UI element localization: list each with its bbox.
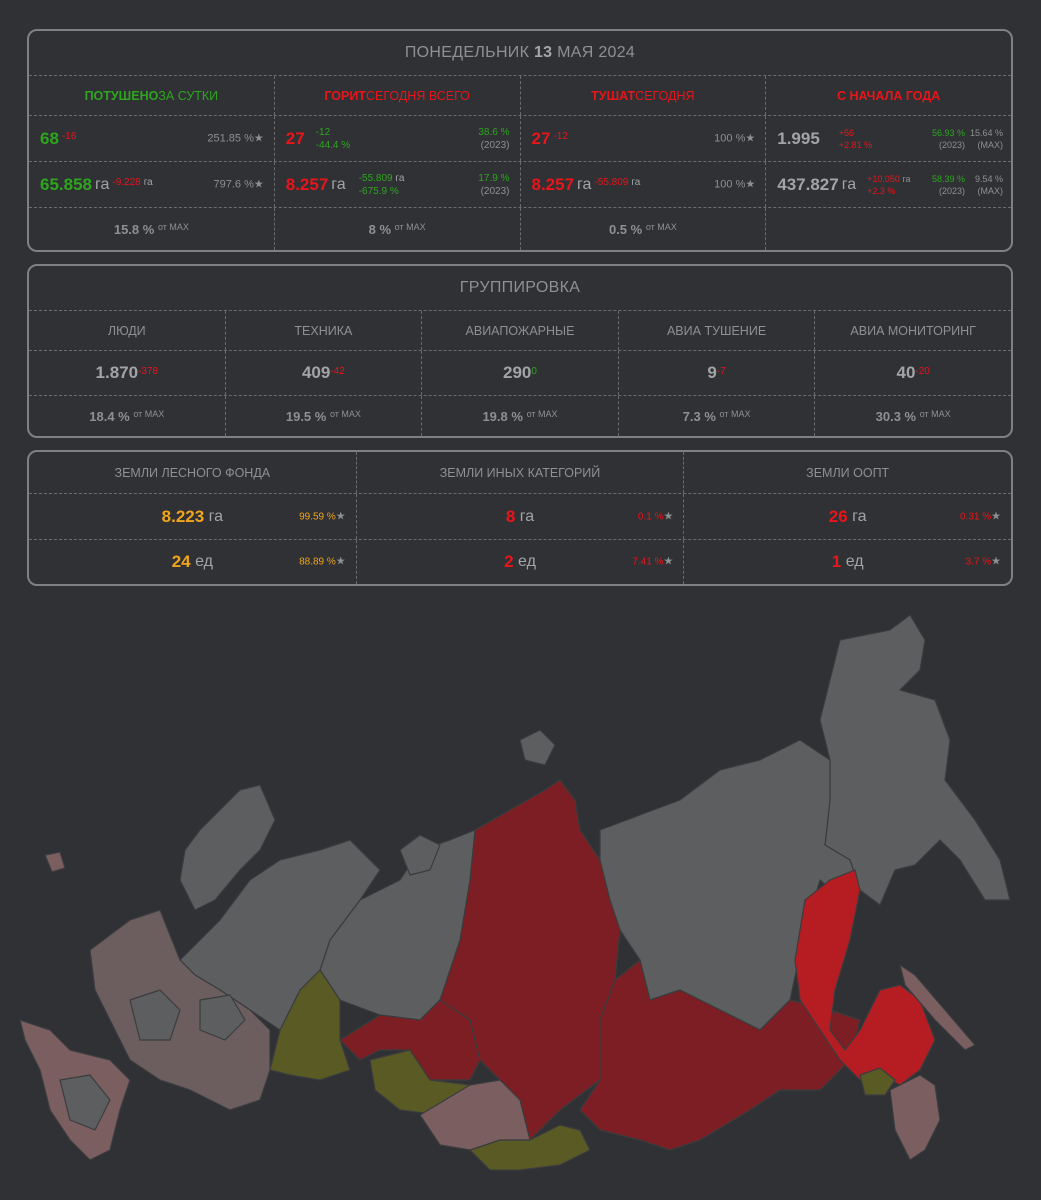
star-icon: ★ <box>253 132 264 144</box>
header-fighting: ТУШАТ СЕГОДНЯ <box>519 76 766 115</box>
map-region <box>519 729 556 766</box>
russia-regions-map <box>19 614 1011 1171</box>
daily-stats-panel: ПОНЕДЕЛЬНИК 13 МАЯ 2024 ПОТУШЕНО ЗА СУТК… <box>27 29 1013 252</box>
protected-count: 1 <box>831 552 842 571</box>
header-extinguished: ПОТУШЕНО ЗА СУТКИ <box>84 88 219 103</box>
burning-area: 8.257 <box>285 174 329 194</box>
group-header-row: ЛЮДИ ТЕХНИКА АВИАПОЖАРНЫЕ АВИА ТУШЕНИЕ А… <box>29 310 1011 350</box>
star-icon: ★ <box>663 510 674 522</box>
extinguished-count-pct: 251.85 % <box>207 132 254 144</box>
equipment-value: 409 <box>301 363 331 382</box>
map-region <box>859 1067 896 1096</box>
extinguished-max-pct: 15.8 % от MAX <box>113 221 189 237</box>
land-label-forest: ЗЕМЛИ ЛЕСНОГО ФОНДА <box>114 465 271 480</box>
daily-title: ПОНЕДЕЛЬНИК 13 МАЯ 2024 <box>404 44 636 61</box>
group-label-air-firefighters: АВИАПОЖАРНЫЕ <box>421 311 618 350</box>
extinguished-count-delta: -16 <box>61 131 77 142</box>
burning-area-cell: 8.257 га -55.809 га -675.9 % 17.9 % (2023) <box>273 162 520 207</box>
year-count-cell: 1.995 +56 +2.81 % 56.93 % (2023) 15.64 % (MA… <box>765 116 1011 161</box>
lands-area-row: 8.223 га 99.59 %★ 8 га 0.1 %★ 26 га 0.31… <box>29 493 1011 539</box>
burning-max-pct: 8 % от MAX <box>368 221 426 237</box>
group-label-equipment: ТЕХНИКА <box>224 311 422 350</box>
lands-header-row: ЗЕМЛИ ЛЕСНОГО ФОНДА ЗЕМЛИ ИНЫХ КАТЕГОРИЙ… <box>29 452 1011 493</box>
group-value-row: 1.870 -378 409 -42 290 0 9 -7 40 -20 <box>29 350 1011 395</box>
daily-header-row: ПОТУШЕНО ЗА СУТКИ ГОРИТ СЕГОДНЯ ВСЕГО ТУ… <box>29 75 1011 115</box>
group-label-air-monitoring: АВИА МОНИТОРИНГ <box>814 311 1011 350</box>
forest-count: 24 <box>171 552 191 571</box>
daily-count-row: 68 -16 251.85 %★ 27 -12 -44.4 % 38.6 % (2023… <box>29 115 1011 161</box>
protected-area: 26 <box>828 506 848 526</box>
map-region <box>339 999 481 1081</box>
map-region <box>889 1074 941 1161</box>
map-region <box>129 989 181 1041</box>
star-icon: ★ <box>991 510 1002 522</box>
daily-max-row: 15.8 % от MAX 8 % от MAX 0.5 % от MAX <box>29 207 1011 250</box>
daily-area-row: 65.858 га -9.228 га 797.6 %★ 8.257 га -55.809… <box>29 161 1011 207</box>
fighting-area-cell: 8.257 га -55.809 га 100 %★ <box>519 162 766 207</box>
land-label-protected: ЗЕМЛИ ООПТ <box>683 452 1011 493</box>
group-panel: ГРУППИРОВКА ЛЮДИ ТЕХНИКА АВИАПОЖАРНЫЕ АВ… <box>27 264 1013 438</box>
fighting-count-cell: 27 -12 100 %★ <box>519 116 766 161</box>
burning-count-cell: 27 -12 -44.4 % 38.6 % (2023) <box>273 116 520 161</box>
land-label-other: ЗЕМЛИ ИНЫХ КАТЕГОРИЙ <box>355 452 684 493</box>
other-count: 2 <box>504 552 514 571</box>
map-region <box>419 1079 531 1151</box>
extinguished-area-cell: 65.858 га -9.228 га 797.6 %★ <box>40 174 264 194</box>
extinguished-count-cell: 68 -16 251.85 %★ <box>29 116 274 161</box>
map-region <box>199 994 246 1041</box>
star-icon: ★ <box>745 132 756 144</box>
air-firefighters-value: 290 <box>503 363 532 382</box>
map-region <box>44 851 66 873</box>
group-label-people: ЛЮДИ <box>107 323 146 338</box>
map-region <box>399 834 441 876</box>
star-icon: ★ <box>745 178 756 190</box>
lands-count-row: 24 ед 88.89 %★ 2 ед 7.41 %★ 1 ед 3.7 %★ <box>29 539 1011 584</box>
map-region <box>899 964 976 1051</box>
header-year: С НАЧАЛА ГОДА <box>765 76 1011 115</box>
other-area: 8 <box>505 506 516 526</box>
map-region <box>179 784 276 911</box>
star-icon: ★ <box>991 555 1002 568</box>
year-area-cell: 437.827 га +10.050 га +2.3 % 58.39 % (2023) … <box>765 162 1011 207</box>
group-title: ГРУППИРОВКА <box>459 279 581 296</box>
people-value: 1.870 <box>95 363 139 382</box>
map-region <box>59 1074 111 1131</box>
extinguished-area: 65.858 <box>40 174 92 194</box>
lands-panel: ЗЕМЛИ ЛЕСНОГО ФОНДА ЗЕМЛИ ИНЫХ КАТЕГОРИЙ… <box>27 450 1013 586</box>
year-area: 437.827 <box>777 174 839 194</box>
fighting-area: 8.257 <box>531 174 575 194</box>
group-label-air-suppression: АВИА ТУШЕНИЕ <box>617 311 815 350</box>
fighting-count: 27 <box>531 128 551 148</box>
map-region <box>794 869 936 1086</box>
air-monitoring-value: 40 <box>896 363 916 382</box>
map-region <box>319 829 476 1021</box>
star-icon: ★ <box>335 510 346 522</box>
star-icon: ★ <box>663 555 674 568</box>
year-count: 1.995 <box>777 128 820 148</box>
forest-area: 8.223 <box>161 506 205 526</box>
star-icon: ★ <box>253 178 264 190</box>
fighting-max-pct: 0.5 % от MAX <box>608 221 677 237</box>
extinguished-count: 68 <box>40 128 59 148</box>
air-suppression-value: 9 <box>707 363 717 382</box>
group-max-row: 18.4 % от MAX 19.5 % от MAX 19.8 % от MA… <box>29 395 1011 436</box>
burning-count: 27 <box>285 128 305 148</box>
star-icon: ★ <box>335 555 346 568</box>
header-burning: ГОРИТ СЕГОДНЯ ВСЕГО <box>273 76 520 115</box>
